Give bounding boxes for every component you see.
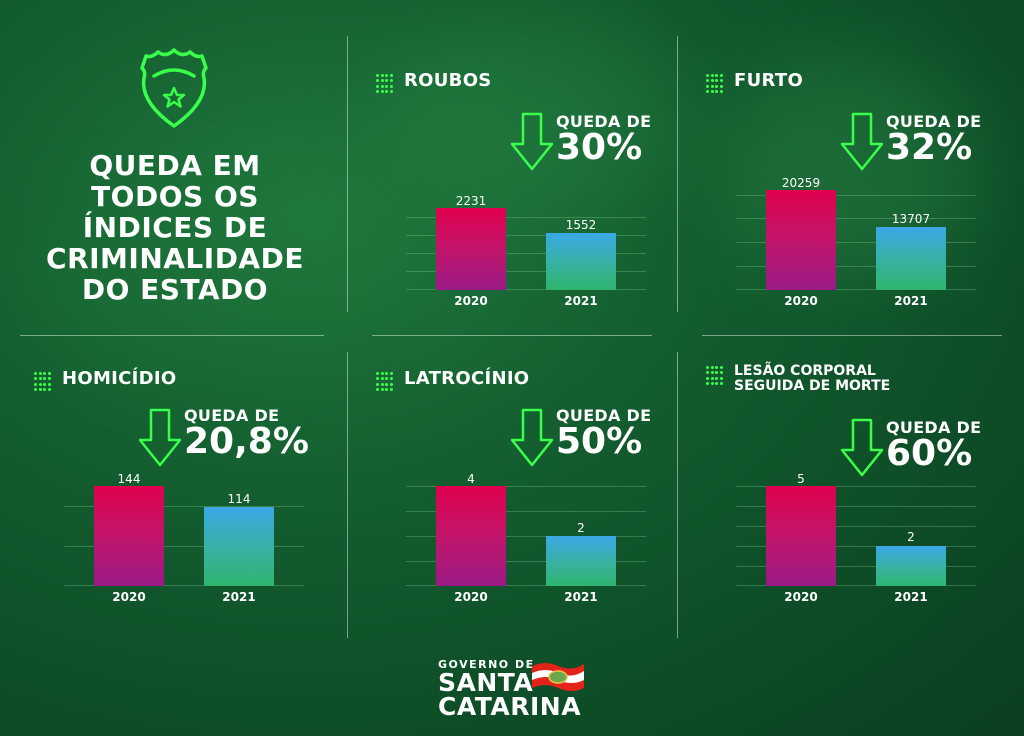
drop-label: QUEDA DE 20,8% xyxy=(184,408,309,460)
year-label: 2021 xyxy=(894,294,928,308)
page-title: QUEDA EM TODOS OS ÍNDICES DE CRIMINALIDA… xyxy=(30,150,320,305)
panel-title: LESÃO CORPORAL SEGUIDA DE MORTE xyxy=(706,364,890,394)
year-label: 2020 xyxy=(454,294,488,308)
grid-dots-icon xyxy=(376,372,393,392)
value-label: 114 xyxy=(227,492,251,506)
grid-dots-icon xyxy=(706,74,723,94)
bar-2021 xyxy=(876,546,946,586)
drop-percentage: 60% xyxy=(886,433,973,474)
panel-furto: FURTO QUEDA DE 32% 20259 13707 2020 2021 xyxy=(706,72,1006,342)
divider xyxy=(677,36,678,312)
logo-line: GOVERNO DE xyxy=(438,658,535,671)
value-label: 2231 xyxy=(455,194,487,208)
bar-2020 xyxy=(436,486,506,586)
divider xyxy=(20,335,324,336)
panel-title-text: LESÃO CORPORAL SEGUIDA DE MORTE xyxy=(734,364,890,394)
logo-line: SANTA xyxy=(438,668,534,697)
divider xyxy=(347,352,348,638)
drop-caption: QUEDA DE xyxy=(886,112,982,131)
panel-title-text: HOMICÍDIO xyxy=(62,368,177,389)
panel-title: ROUBOS xyxy=(376,72,492,94)
title-line: TODOS OS xyxy=(91,180,259,213)
panel-title: LATROCÍNIO xyxy=(376,370,529,392)
grid-dots-icon xyxy=(34,372,51,392)
drop-label: QUEDA DE 50% xyxy=(556,408,651,460)
police-badge-icon xyxy=(136,44,212,130)
divider xyxy=(372,335,652,336)
value-label: 13707 xyxy=(891,212,931,226)
year-label: 2021 xyxy=(222,590,256,604)
bar-2021 xyxy=(876,227,946,290)
bar-2020 xyxy=(436,208,506,290)
down-arrow-icon xyxy=(840,112,884,172)
title-line: CRIMINALIDADE xyxy=(46,242,304,275)
year-label: 2021 xyxy=(564,294,598,308)
drop-percentage: 32% xyxy=(886,127,973,168)
bar-chart: 20259 13707 2020 2021 xyxy=(736,176,976,308)
drop-label: QUEDA DE 32% xyxy=(886,114,981,166)
drop-percentage: 50% xyxy=(556,421,643,462)
value-label: 2 xyxy=(577,521,585,535)
grid-dots-icon xyxy=(706,366,723,386)
bar-2020 xyxy=(94,486,164,586)
drop-caption: QUEDA DE xyxy=(184,406,280,425)
bar-chart: 5 2 2020 2021 xyxy=(736,472,976,604)
year-label: 2020 xyxy=(454,590,488,604)
down-arrow-icon xyxy=(840,418,884,478)
panel-title: FURTO xyxy=(706,72,803,94)
title-line: SEGUIDA DE MORTE xyxy=(734,378,891,394)
year-label: 2020 xyxy=(784,294,818,308)
background-blob xyxy=(40,200,340,360)
bar-2021 xyxy=(546,233,616,290)
title-line: LESÃO CORPORAL xyxy=(734,363,876,379)
panel-title-text: LATROCÍNIO xyxy=(404,368,530,389)
logo-line: CATARINA xyxy=(438,692,582,721)
bar-chart: 2231 1552 2020 2021 xyxy=(406,180,646,308)
panel-title-text: FURTO xyxy=(734,70,804,91)
drop-caption: QUEDA DE xyxy=(556,406,652,425)
state-flag-icon xyxy=(532,663,584,691)
bar-2021 xyxy=(204,507,274,586)
panel-latrocinio: LATROCÍNIO QUEDA DE 50% 4 2 2020 2021 xyxy=(376,370,676,640)
down-arrow-icon xyxy=(510,408,554,468)
title-line: DO ESTADO xyxy=(81,273,269,306)
value-label: 5 xyxy=(797,472,805,486)
title-line: QUEDA EM xyxy=(89,149,261,182)
title-line: ÍNDICES DE xyxy=(82,211,268,244)
year-label: 2021 xyxy=(894,590,928,604)
drop-label: QUEDA DE 30% xyxy=(556,114,651,166)
drop-percentage: 20,8% xyxy=(184,421,309,462)
background-blob xyxy=(380,20,680,220)
bar-2020 xyxy=(766,486,836,586)
value-label: 144 xyxy=(117,472,141,486)
drop-caption: QUEDA DE xyxy=(886,418,982,437)
drop-caption: QUEDA DE xyxy=(556,112,652,131)
year-label: 2021 xyxy=(564,590,598,604)
value-label: 2 xyxy=(907,530,915,544)
bar-2021 xyxy=(546,536,616,586)
divider xyxy=(347,36,348,312)
drop-percentage: 30% xyxy=(556,127,643,168)
divider xyxy=(702,335,1002,336)
down-arrow-icon xyxy=(138,408,182,468)
government-logo: GOVERNO DE SANTA CATARINA xyxy=(438,658,598,722)
year-label: 2020 xyxy=(112,590,146,604)
bar-chart: 144 114 2020 2021 xyxy=(64,472,304,604)
bar-chart: 4 2 2020 2021 xyxy=(406,472,646,604)
value-label: 4 xyxy=(467,472,475,486)
bar-2020 xyxy=(766,190,836,290)
panel-title-text: ROUBOS xyxy=(404,70,492,91)
drop-label: QUEDA DE 60% xyxy=(886,420,981,472)
panel-homicidio: HOMICÍDIO QUEDA DE 20,8% 144 114 2020 20… xyxy=(34,370,334,640)
down-arrow-icon xyxy=(510,112,554,172)
grid-dots-icon xyxy=(376,74,393,94)
panel-lesao-corporal: LESÃO CORPORAL SEGUIDA DE MORTE QUEDA DE… xyxy=(706,364,1006,634)
divider xyxy=(677,352,678,638)
panel-title: HOMICÍDIO xyxy=(34,370,177,392)
panel-roubos: ROUBOS QUEDA DE 30% 2231 1552 2020 2021 xyxy=(376,72,676,342)
value-label: 20259 xyxy=(781,176,821,190)
year-label: 2020 xyxy=(784,590,818,604)
value-label: 1552 xyxy=(565,218,597,232)
